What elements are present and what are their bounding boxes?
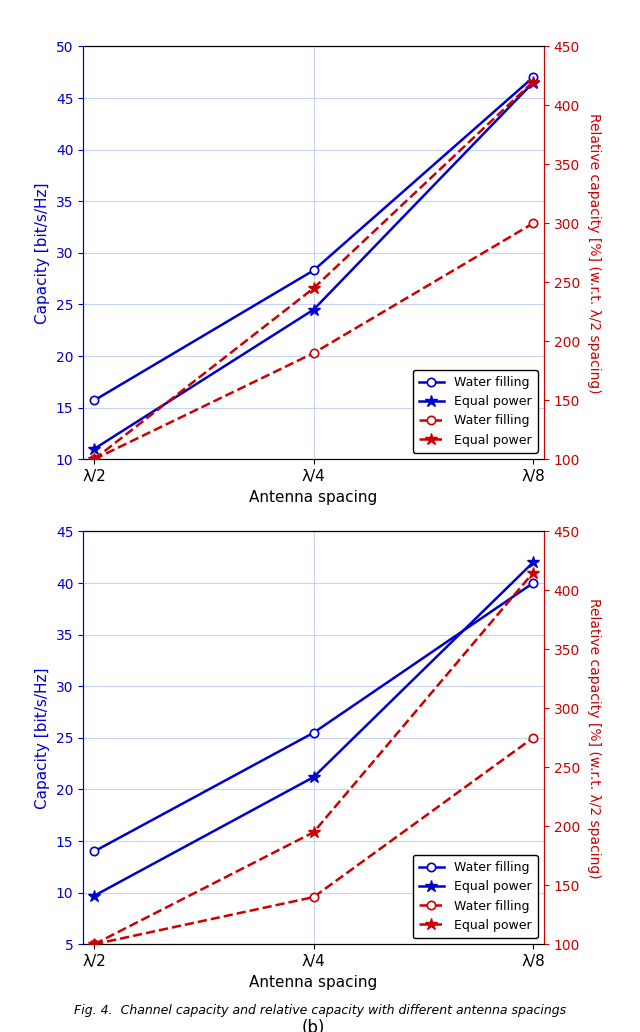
Line: Equal power: Equal power xyxy=(88,76,540,455)
Y-axis label: Capacity [bit/s/Hz]: Capacity [bit/s/Hz] xyxy=(35,182,51,324)
Water filling xyxy=(90,938,98,950)
Equal power xyxy=(310,282,317,294)
Equal power xyxy=(529,76,537,89)
Line: Equal power: Equal power xyxy=(88,75,540,465)
Equal power xyxy=(90,453,98,465)
Equal power xyxy=(310,771,317,783)
Water filling xyxy=(310,727,317,739)
Water filling xyxy=(529,217,537,229)
Legend: Water filling, Equal power, Water filling, Equal power: Water filling, Equal power, Water fillin… xyxy=(413,369,538,453)
Water filling xyxy=(90,453,98,465)
Equal power xyxy=(90,890,98,902)
Text: (a): (a) xyxy=(302,534,325,551)
Equal power xyxy=(529,567,537,579)
Water filling xyxy=(90,394,98,407)
Water filling xyxy=(310,264,317,277)
Equal power xyxy=(310,826,317,838)
Equal power xyxy=(529,75,537,88)
Legend: Water filling, Equal power, Water filling, Equal power: Water filling, Equal power, Water fillin… xyxy=(413,854,538,938)
Equal power xyxy=(529,556,537,569)
Line: Water filling: Water filling xyxy=(90,579,537,856)
Y-axis label: Relative capacity [%] (w.r.t. λ/2 spacing): Relative capacity [%] (w.r.t. λ/2 spacin… xyxy=(587,598,601,878)
Line: Equal power: Equal power xyxy=(88,567,540,950)
Y-axis label: Capacity [bit/s/Hz]: Capacity [bit/s/Hz] xyxy=(35,667,51,809)
Equal power xyxy=(310,303,317,316)
Water filling xyxy=(310,891,317,903)
Line: Equal power: Equal power xyxy=(88,556,540,902)
Water filling xyxy=(529,71,537,84)
Line: Water filling: Water filling xyxy=(90,73,537,405)
X-axis label: Antenna spacing: Antenna spacing xyxy=(250,489,378,505)
X-axis label: Antenna spacing: Antenna spacing xyxy=(250,974,378,990)
Text: (b): (b) xyxy=(302,1019,325,1032)
Line: Water filling: Water filling xyxy=(90,219,537,463)
Line: Water filling: Water filling xyxy=(90,734,537,948)
Text: Fig. 4.  Channel capacity and relative capacity with different antenna spacings: Fig. 4. Channel capacity and relative ca… xyxy=(74,1003,566,1017)
Water filling xyxy=(529,577,537,589)
Equal power xyxy=(90,938,98,950)
Water filling xyxy=(90,845,98,858)
Water filling xyxy=(310,347,317,359)
Water filling xyxy=(529,732,537,744)
Y-axis label: Relative capacity [%] (w.r.t. λ/2 spacing): Relative capacity [%] (w.r.t. λ/2 spacin… xyxy=(587,112,601,393)
Equal power xyxy=(90,443,98,455)
